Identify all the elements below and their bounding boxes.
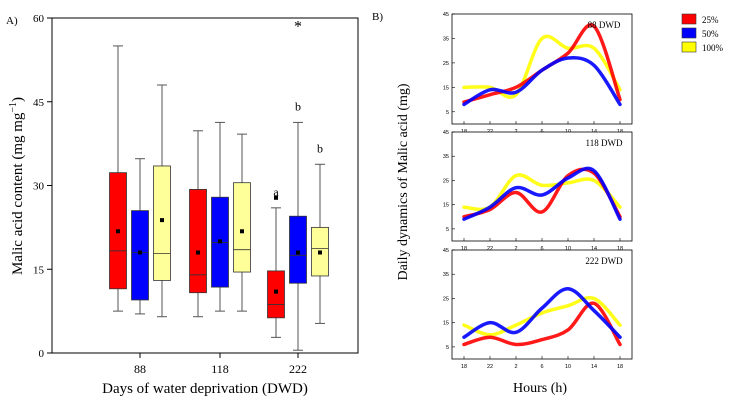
y-tick-label: 45: [33, 97, 45, 109]
y-tick-label: 15: [33, 264, 45, 276]
x-tick-label: 222: [289, 362, 307, 376]
mean-marker: [196, 250, 200, 255]
y-tick-label: 30: [33, 181, 45, 193]
box: [233, 182, 251, 273]
significance-letter: b: [317, 141, 323, 155]
mean-marker: [138, 250, 142, 255]
y-tick-label: 25: [443, 61, 449, 67]
x-tick-label: 6: [540, 246, 543, 252]
outlier-star: *: [294, 19, 302, 36]
series-line-50pct: [462, 166, 622, 221]
panel-title: 222 DWD: [585, 256, 623, 266]
x-tick-label: 2: [514, 246, 517, 252]
mean-marker: [296, 250, 300, 255]
y-tick-label: 25: [443, 296, 449, 302]
box-plots: [109, 45, 329, 351]
mean-marker: [218, 239, 222, 244]
x-tick-label: 88: [134, 362, 146, 376]
line-panel-1: 51525354518222610141888 DWD: [443, 12, 633, 135]
box: [267, 270, 285, 319]
box: [153, 165, 171, 281]
outlier-point: [274, 195, 278, 200]
y-tick-label: 5: [446, 227, 449, 233]
line-panels: 51525354518222610141888 DWD5152535451822…: [443, 12, 633, 370]
panel-title: 88 DWD: [588, 20, 621, 30]
x-tick-label: 10: [565, 246, 571, 252]
legend-label: 25%: [702, 15, 719, 25]
mean-marker: [318, 250, 322, 255]
significance-letter: b: [295, 99, 301, 113]
series-line-100pct: [462, 34, 622, 99]
y-tick-label: 45: [443, 12, 449, 18]
x-tick-label: 14: [591, 246, 597, 252]
y-tick-label: 35: [443, 36, 449, 42]
y-tick-label: 60: [33, 13, 45, 25]
x-tick-label: 118: [211, 362, 229, 376]
panel-frame: [451, 249, 633, 360]
panel-label-b: B): [372, 11, 383, 23]
y-axis-title-b: Daily dynamics of Malic acid (mg): [396, 83, 411, 280]
y-tick-label: 5: [446, 345, 449, 351]
box: [189, 189, 207, 294]
panel-title: 118 DWD: [586, 138, 623, 148]
x-tick-label: 22: [487, 246, 493, 252]
y-tick-label: 45: [443, 130, 449, 136]
panel-b: B) Daily dynamics of Malic acid (mg) Hou…: [372, 11, 633, 396]
legend-swatch: [681, 27, 697, 39]
y-axis-title: Malic acid content (mg mg−1): [8, 97, 26, 275]
legend-swatch: [681, 41, 697, 53]
x-tick-label: 2: [514, 364, 517, 370]
y-tick-label: 5: [446, 110, 449, 116]
x-axis-title: Days of water deprivation (DWD): [102, 381, 308, 397]
box: [131, 210, 149, 301]
x-tick-label: 14: [591, 364, 597, 370]
x-tick-label: 18: [617, 246, 623, 252]
y-tick-label: 15: [443, 321, 449, 327]
x-tick-label: 18: [461, 364, 467, 370]
y-tick-label: 45: [443, 248, 449, 254]
series-line-25pct: [462, 167, 622, 219]
x-tick-label: 10: [565, 364, 571, 370]
plot-frame: [51, 17, 359, 354]
panel-a: A) 0 15 30 45 60 88 118 222 a b b * Malic acid co…: [6, 13, 359, 397]
y-tick-label: 25: [443, 178, 449, 184]
series-line-25pct: [462, 301, 622, 347]
x-axis-title-b: Hours (h): [513, 381, 567, 396]
mean-marker: [240, 229, 244, 234]
legend-swatch: [681, 13, 697, 25]
x-tick-label: 6: [540, 364, 543, 370]
mean-marker: [274, 289, 278, 294]
y-axis: 0 15 30 45 60: [33, 13, 52, 360]
y-tick-label: 15: [443, 85, 449, 91]
legend-label: 50%: [702, 29, 719, 39]
series-line-50pct: [462, 287, 622, 339]
box: [289, 215, 307, 284]
y-tick-label: 0: [39, 348, 45, 360]
x-axis: 88 118 222: [134, 353, 307, 376]
mean-marker: [116, 229, 120, 234]
x-tick-label: 22: [487, 364, 493, 370]
series-line-100pct: [462, 295, 622, 337]
series-line-50pct: [462, 55, 622, 107]
significance-letter: a: [273, 185, 279, 199]
y-tick-label: 35: [443, 154, 449, 160]
y-tick-label: 35: [443, 272, 449, 278]
mean-marker: [160, 218, 164, 223]
y-tick-label: 15: [443, 203, 449, 209]
legend: 25% 50% 100%: [681, 13, 724, 53]
panel-label-a: A): [6, 15, 18, 27]
x-tick-label: 18: [617, 364, 623, 370]
x-tick-label: 18: [461, 246, 467, 252]
legend-label: 100%: [702, 43, 724, 53]
annotations: a b b *: [273, 19, 323, 199]
